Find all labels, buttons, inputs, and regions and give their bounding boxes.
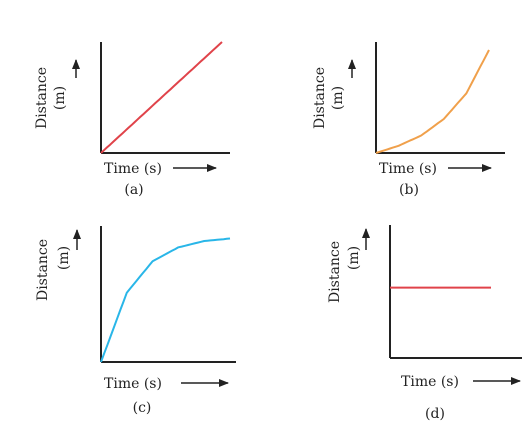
chart-panel-c: Time (s) Distance (m) (c) <box>35 226 236 416</box>
series-line-c <box>100 237 231 363</box>
series-line-b <box>375 49 490 154</box>
panel-label: (b) <box>399 182 419 198</box>
series-line-a <box>100 41 223 154</box>
panel-label: (c) <box>133 400 152 416</box>
x-axis-label: Time (s) <box>401 374 459 390</box>
y-axis-unit: (m) <box>330 86 346 110</box>
chart-panel-b: Time (s) Distance (m) (b) <box>312 42 505 198</box>
panel-label: (d) <box>425 406 445 422</box>
panel-label: (a) <box>124 182 143 198</box>
y-axis-label: Distance <box>34 67 50 129</box>
chart-panel-a: Time (s) Distance (m) (a) <box>34 41 230 198</box>
y-axis-unit: (m) <box>56 246 72 270</box>
y-axis-label: Distance <box>35 239 51 301</box>
y-axis-unit: (m) <box>52 86 68 110</box>
x-axis-label: Time (s) <box>104 376 162 392</box>
y-axis-unit: (m) <box>346 246 362 270</box>
x-axis-label: Time (s) <box>379 161 437 177</box>
chart-panel-d: Time (s) Distance (m) (d) <box>327 225 522 422</box>
y-axis-label: Distance <box>312 67 328 129</box>
x-axis-label: Time (s) <box>104 161 162 177</box>
y-axis-label: Distance <box>327 241 343 303</box>
